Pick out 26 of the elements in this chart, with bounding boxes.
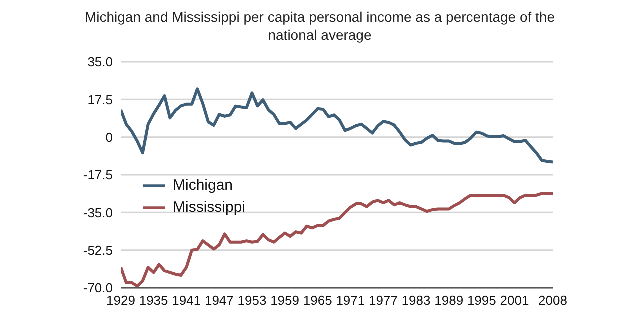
x-tick-label: 1941 <box>172 293 202 308</box>
x-tick-label: 1977 <box>369 293 398 308</box>
x-tick-label: 1983 <box>402 293 431 308</box>
y-tick-label: -35.0 <box>83 205 113 220</box>
line-series <box>121 88 553 164</box>
x-tick-label: 1947 <box>204 293 234 308</box>
x-tick-label: 1989 <box>434 293 464 308</box>
y-tick-label: -52.5 <box>83 242 113 258</box>
y-tick-label: 17.5 <box>88 92 113 108</box>
y-tick-label: -70.0 <box>83 280 113 296</box>
x-tick-label: 1971 <box>336 293 366 308</box>
x-tick-label: 1953 <box>238 293 267 308</box>
y-tick-label: 0 <box>106 130 113 145</box>
x-tick-label: 1995 <box>467 293 496 308</box>
y-tick-label: -17.5 <box>83 168 113 183</box>
x-tick-label: 2001 <box>500 293 530 308</box>
legend-label: Michigan <box>173 176 234 194</box>
chart-title: Michigan and Mississippi per capita personal income as a percentage of the national average <box>84 8 556 45</box>
legend-label: Mississippi <box>173 198 246 216</box>
x-tick-label: 1929 <box>106 293 136 308</box>
x-tick-label: 1965 <box>303 293 332 308</box>
x-tick-label: 1935 <box>139 293 168 308</box>
line-series <box>121 192 553 288</box>
x-tick-label: 2008 <box>538 293 568 308</box>
x-tick-label: 1959 <box>270 293 300 308</box>
y-tick-label: 35.0 <box>88 54 113 70</box>
